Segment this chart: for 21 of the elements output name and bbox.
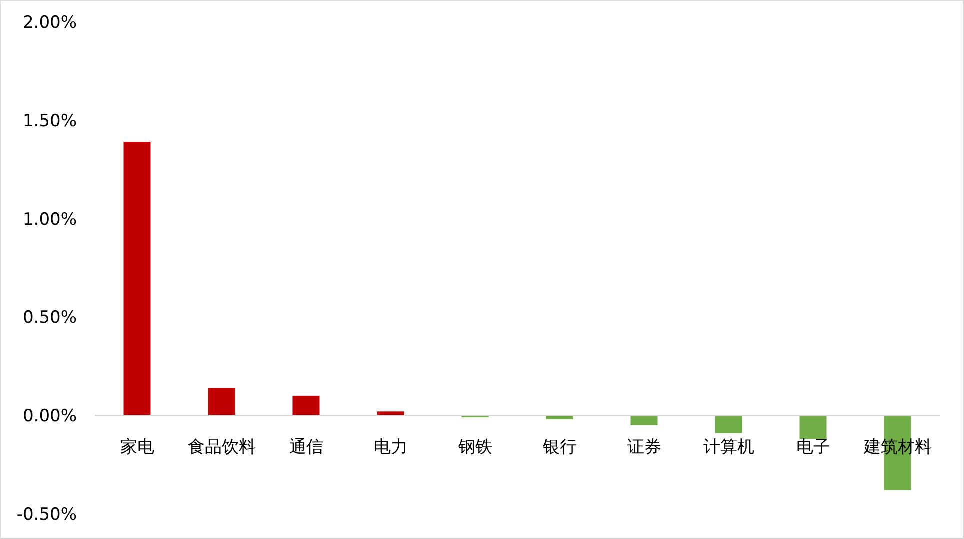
bar <box>124 142 151 416</box>
x-tick-label: 电子 <box>796 438 830 458</box>
y-tick-label: -0.50% <box>16 505 77 525</box>
x-tick-label: 通信 <box>289 438 324 458</box>
x-tick-label: 食品饮料 <box>188 438 256 458</box>
x-tick-label: 钢铁 <box>457 438 492 458</box>
y-tick-label: 0.50% <box>22 308 77 328</box>
x-tick-label: 银行 <box>542 438 577 458</box>
y-tick-label: 1.00% <box>22 210 77 230</box>
bar <box>208 388 236 416</box>
bar <box>292 396 320 416</box>
y-tick-label: 1.50% <box>22 111 77 132</box>
bar <box>800 416 827 440</box>
x-tick-label: 家电 <box>120 438 154 458</box>
y-tick-label: 0.00% <box>22 406 77 427</box>
y-tick-label: 2.00% <box>22 13 77 33</box>
x-tick-label: 电力 <box>374 438 408 458</box>
x-tick-label: 证券 <box>627 438 662 458</box>
bar <box>715 416 742 434</box>
x-tick-label: 计算机 <box>703 438 754 458</box>
bar <box>630 416 658 426</box>
